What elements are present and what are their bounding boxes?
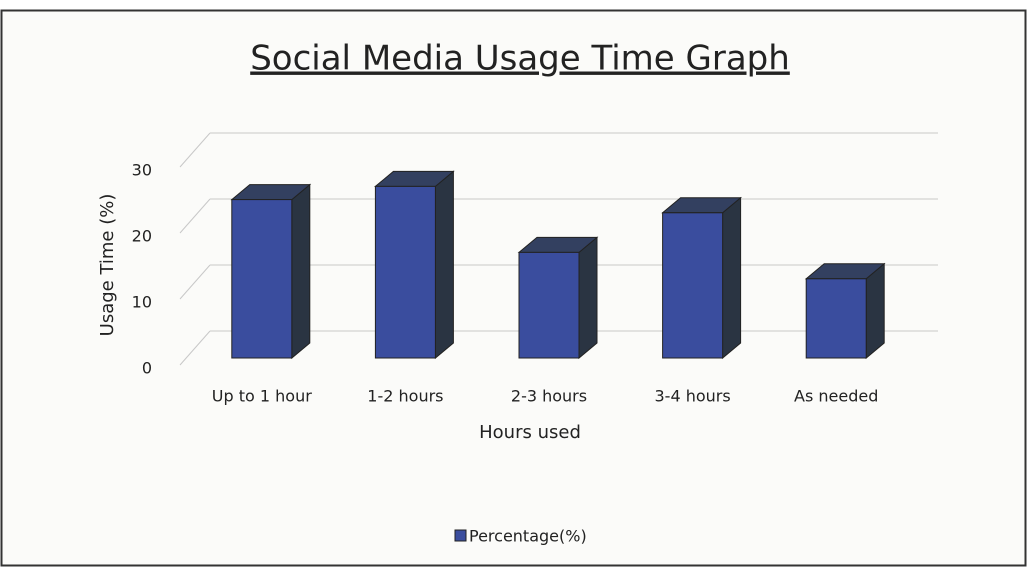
grid-diagonal [179,132,211,168]
bar [231,199,293,359]
grid-diagonal [179,330,211,366]
bar-side [578,236,598,360]
y-tick-label: 30 [132,161,152,180]
bar-side [865,262,885,360]
y-axis-label: Usage Time (%) [97,194,118,337]
bar [518,251,580,359]
bar [662,212,724,359]
y-tick-label: 10 [132,293,152,312]
bar-side [722,196,742,360]
grid-diagonal [179,198,211,234]
grid-diagonal [179,264,211,300]
x-tick-label: 2-3 hours [511,387,587,406]
x-tick-label: 3-4 hours [654,387,730,406]
x-tick-label: As needed [794,387,878,406]
bar [374,185,436,359]
bar-side [291,183,311,360]
bar-side [434,170,454,360]
chart-title: Social Media Usage Time Graph [250,39,790,79]
y-tick-label: 0 [142,359,152,378]
x-tick-label: Up to 1 hour [212,387,312,406]
x-tick-label: 1-2 hours [367,387,443,406]
legend-label: Percentage(%) [469,527,587,546]
y-tick-label: 20 [132,227,152,246]
x-axis-label: Hours used [479,422,581,443]
legend-swatch [454,529,467,542]
bar [805,278,867,359]
